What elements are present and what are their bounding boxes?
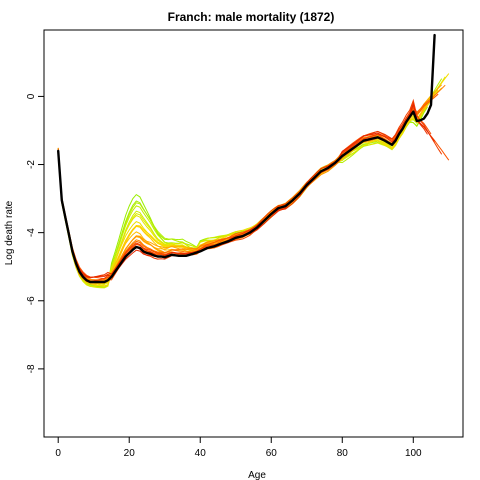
x-tick-label: 0 — [55, 448, 61, 459]
x-tick-label: 40 — [195, 448, 207, 459]
y-tick-label: -4 — [26, 228, 37, 237]
background-series-line — [57, 102, 436, 279]
y-tick-label: 0 — [26, 93, 37, 99]
y-tick-label: -8 — [26, 364, 37, 373]
x-axis-label: Age — [248, 470, 266, 480]
background-series-line — [57, 102, 428, 279]
y-tick-label: -2 — [26, 160, 37, 169]
y-axis: 0 -2 -4 -6 -8 — [26, 93, 45, 373]
plot-frame — [43, 29, 464, 438]
y-axis-label: Log death rate — [4, 200, 15, 265]
background-series-line — [57, 98, 443, 282]
background-series-group — [57, 73, 450, 289]
x-tick-label: 80 — [337, 448, 349, 459]
x-tick-label: 20 — [124, 448, 136, 459]
x-tick-label: 100 — [405, 448, 422, 459]
y-tick-label: -6 — [26, 296, 37, 305]
chart-title: Franch: male mortality (1872) — [168, 10, 335, 24]
highlight-series-line — [57, 33, 436, 284]
x-axis: 0 20 40 60 80 100 — [55, 436, 422, 459]
background-series-line — [57, 101, 428, 281]
x-tick-label: 60 — [266, 448, 278, 459]
